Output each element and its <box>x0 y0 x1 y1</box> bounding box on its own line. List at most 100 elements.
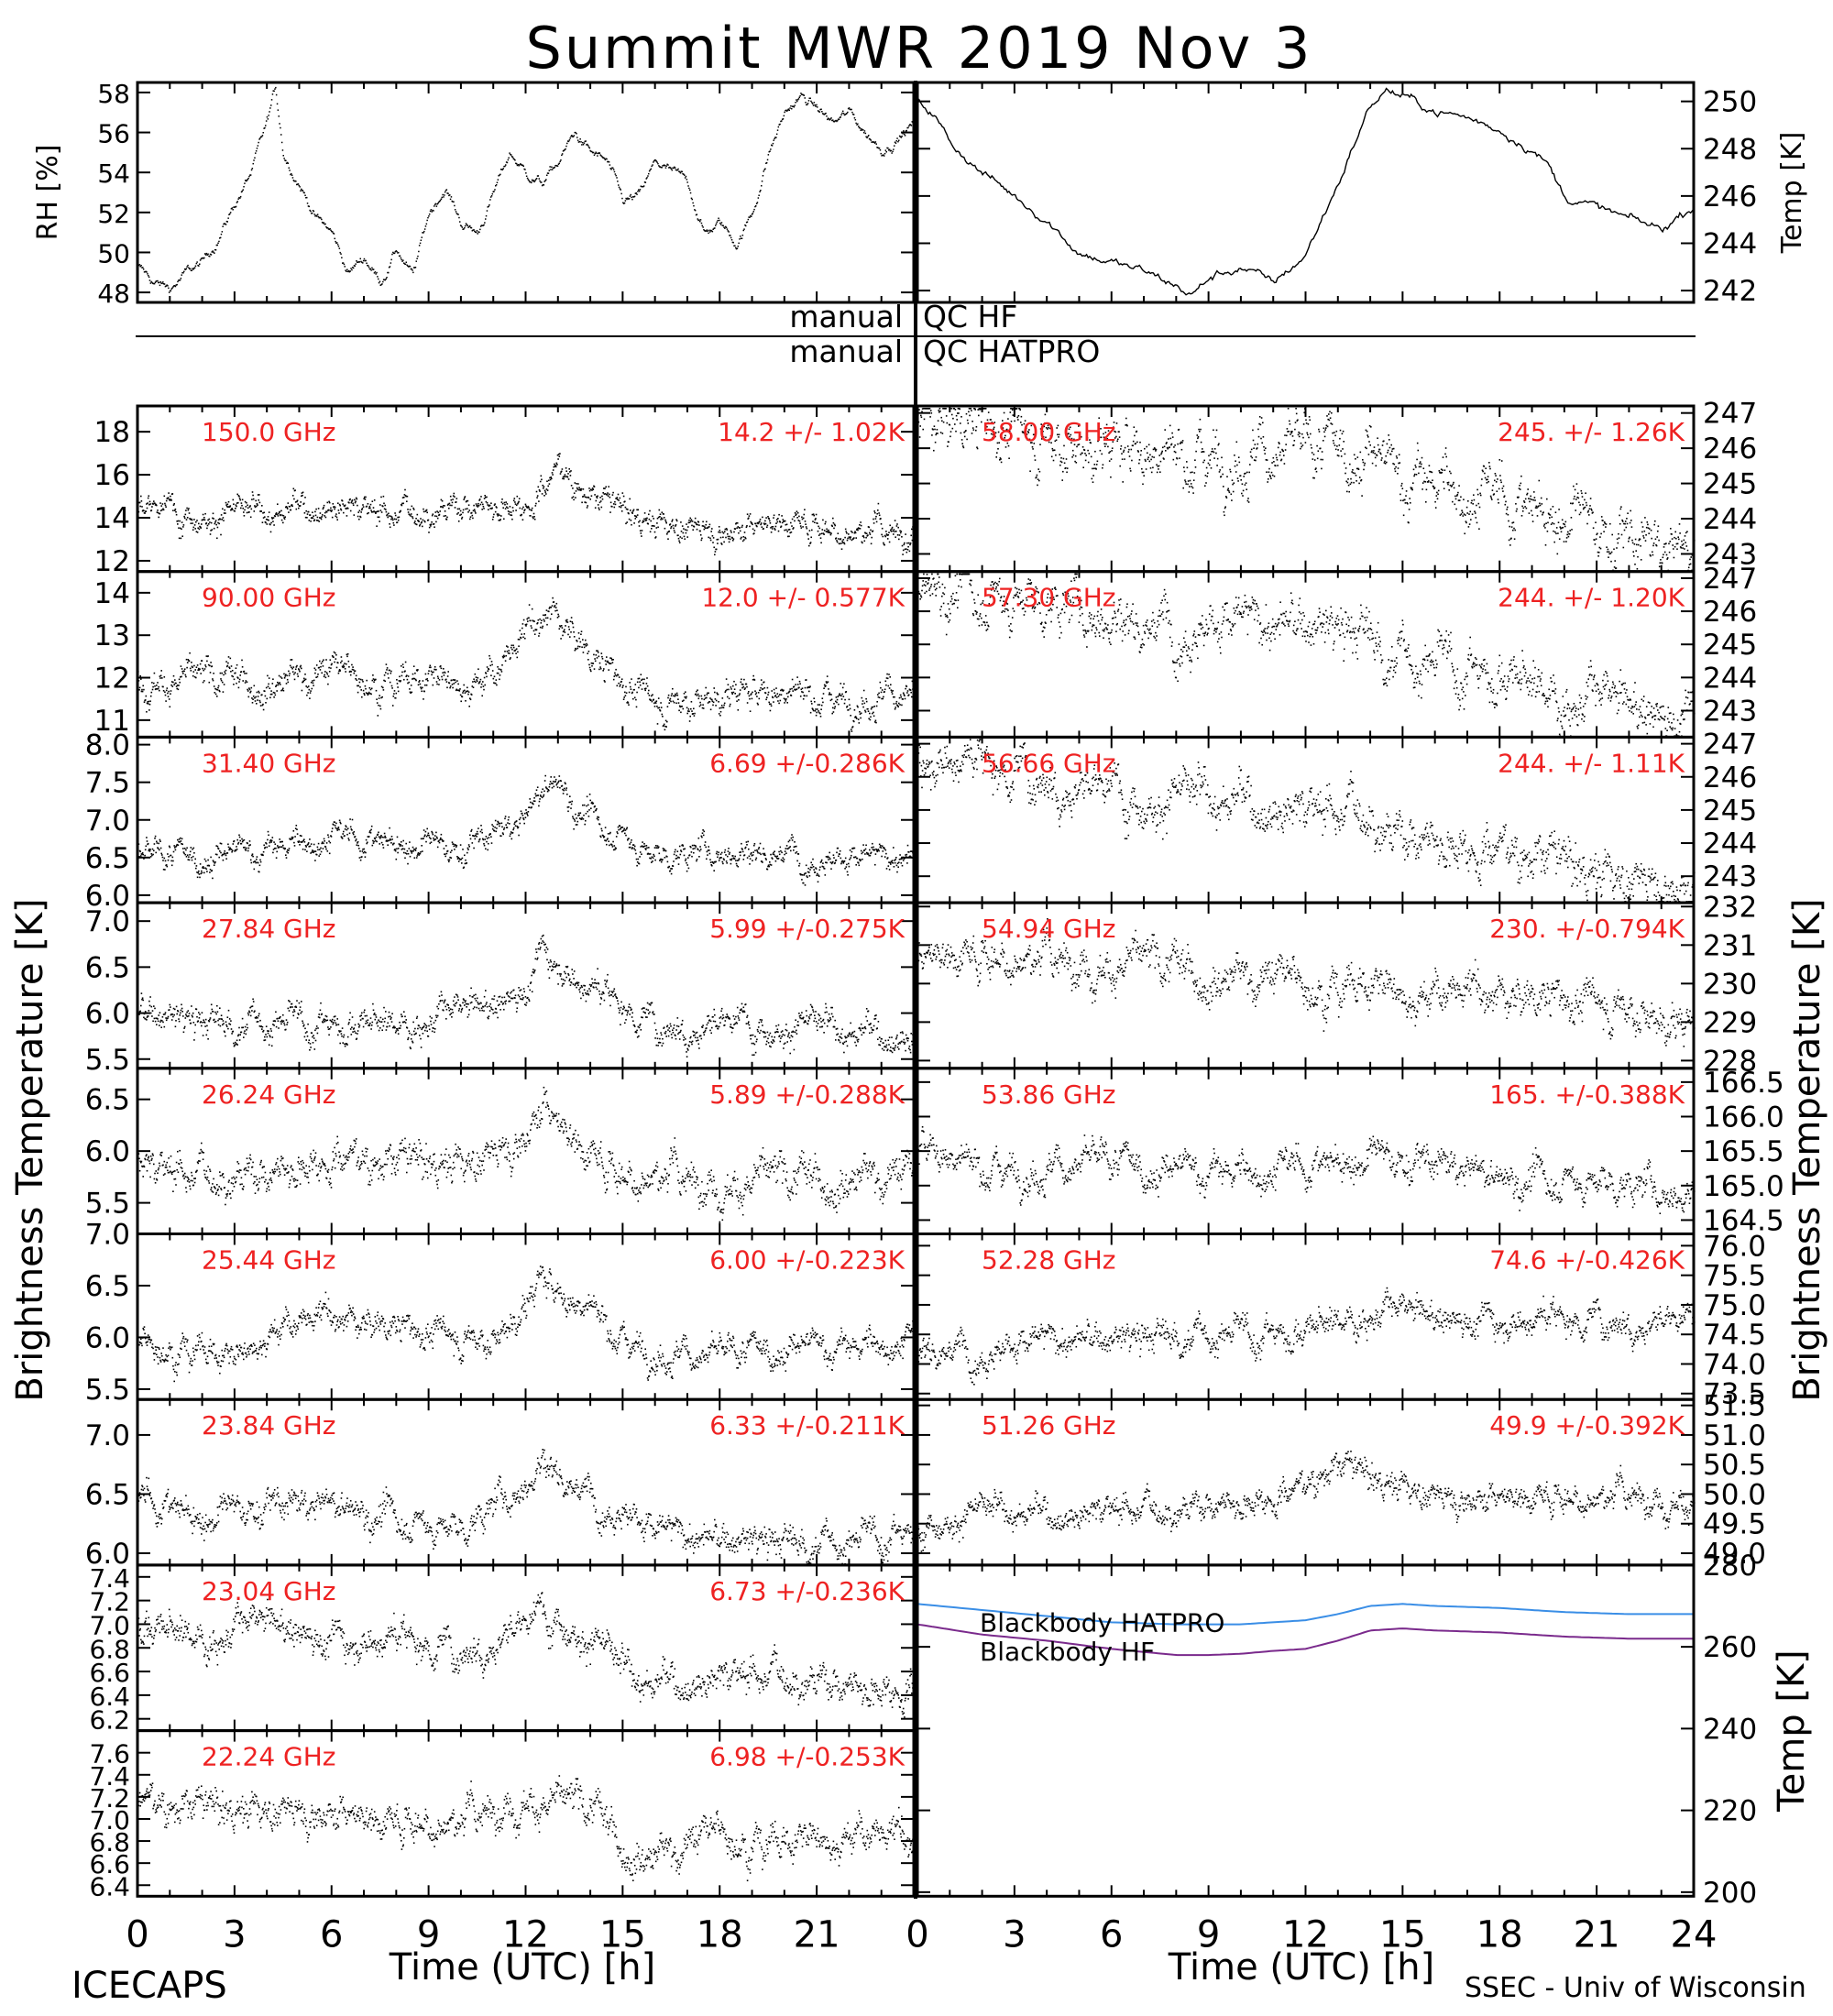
data-point <box>383 832 386 835</box>
data-point <box>387 844 389 846</box>
data-point <box>302 192 305 193</box>
data-point <box>241 840 244 843</box>
data-point <box>338 669 341 671</box>
data-point <box>489 196 492 198</box>
data-point <box>145 845 148 848</box>
data-point <box>405 495 407 498</box>
data-point <box>377 516 379 519</box>
data-point <box>604 159 607 161</box>
data-point <box>729 705 730 707</box>
data-point <box>511 832 514 834</box>
data-point <box>468 846 470 848</box>
data-point <box>340 508 342 510</box>
data-point <box>340 253 342 255</box>
data-point <box>648 170 651 172</box>
data-point <box>856 529 858 531</box>
data-point <box>391 519 394 521</box>
data-point <box>700 695 703 697</box>
data-point <box>739 238 741 240</box>
data-point <box>616 497 619 499</box>
data-point <box>146 702 148 705</box>
data-point <box>553 601 555 603</box>
data-point <box>817 110 819 112</box>
data-point <box>332 503 335 505</box>
data-point <box>426 219 428 222</box>
data-point <box>786 531 788 532</box>
data-point <box>811 102 813 104</box>
data-point <box>488 509 489 510</box>
data-point <box>868 135 870 137</box>
data-point <box>451 504 453 507</box>
data-point <box>368 505 371 508</box>
data-point <box>259 705 262 707</box>
data-point <box>592 488 595 490</box>
data-point <box>565 625 566 627</box>
data-point <box>677 698 679 700</box>
data-point <box>794 512 796 514</box>
data-point <box>141 267 143 268</box>
data-point <box>279 510 280 513</box>
data-point <box>849 536 851 539</box>
data-point <box>147 701 148 703</box>
data-point <box>411 268 412 270</box>
data-point <box>778 124 780 126</box>
data-point <box>372 507 375 509</box>
data-point <box>330 507 332 509</box>
data-point <box>443 848 445 849</box>
data-point <box>159 281 162 283</box>
data-point <box>602 492 604 494</box>
data-point <box>489 664 491 667</box>
data-point <box>551 477 553 480</box>
data-point <box>784 111 785 114</box>
data-point <box>541 619 543 621</box>
data-point <box>410 268 412 270</box>
data-point <box>324 515 325 517</box>
data-point <box>446 516 448 519</box>
data-point <box>207 519 209 521</box>
data-point <box>288 848 291 849</box>
data-point <box>195 676 197 679</box>
data-point <box>428 214 431 215</box>
data-point <box>899 704 901 706</box>
data-point <box>565 783 566 785</box>
data-point <box>223 512 225 514</box>
data-point <box>368 507 370 509</box>
data-point <box>329 509 332 511</box>
data-point <box>432 833 434 836</box>
data-point <box>619 497 621 499</box>
data-point <box>741 540 744 542</box>
data-point <box>847 111 849 114</box>
data-point <box>386 669 388 671</box>
data-point <box>208 255 210 257</box>
data-point <box>693 526 696 528</box>
data-point <box>350 268 352 269</box>
data-point <box>267 674 269 677</box>
data-point <box>241 838 243 840</box>
data-point <box>316 846 319 849</box>
data-point <box>744 537 747 540</box>
data-point <box>742 229 744 232</box>
data-point <box>628 198 630 200</box>
data-point <box>735 684 737 685</box>
data-point <box>281 514 283 517</box>
data-point <box>795 514 796 516</box>
data-point <box>303 679 306 681</box>
data-point <box>509 652 510 654</box>
data-point <box>647 522 649 525</box>
data-point <box>502 833 504 836</box>
data-point <box>236 838 238 841</box>
data-point <box>304 497 306 499</box>
data-point <box>603 488 605 489</box>
data-point <box>473 835 476 838</box>
data-point <box>592 663 595 664</box>
data-point <box>668 702 670 704</box>
data-point <box>185 519 188 520</box>
data-point <box>625 685 627 688</box>
data-point <box>367 841 368 844</box>
data-point <box>421 845 423 847</box>
data-point <box>372 842 375 844</box>
data-point <box>840 698 843 700</box>
data-point <box>707 702 709 704</box>
data-point <box>546 617 549 619</box>
data-point <box>207 253 209 255</box>
